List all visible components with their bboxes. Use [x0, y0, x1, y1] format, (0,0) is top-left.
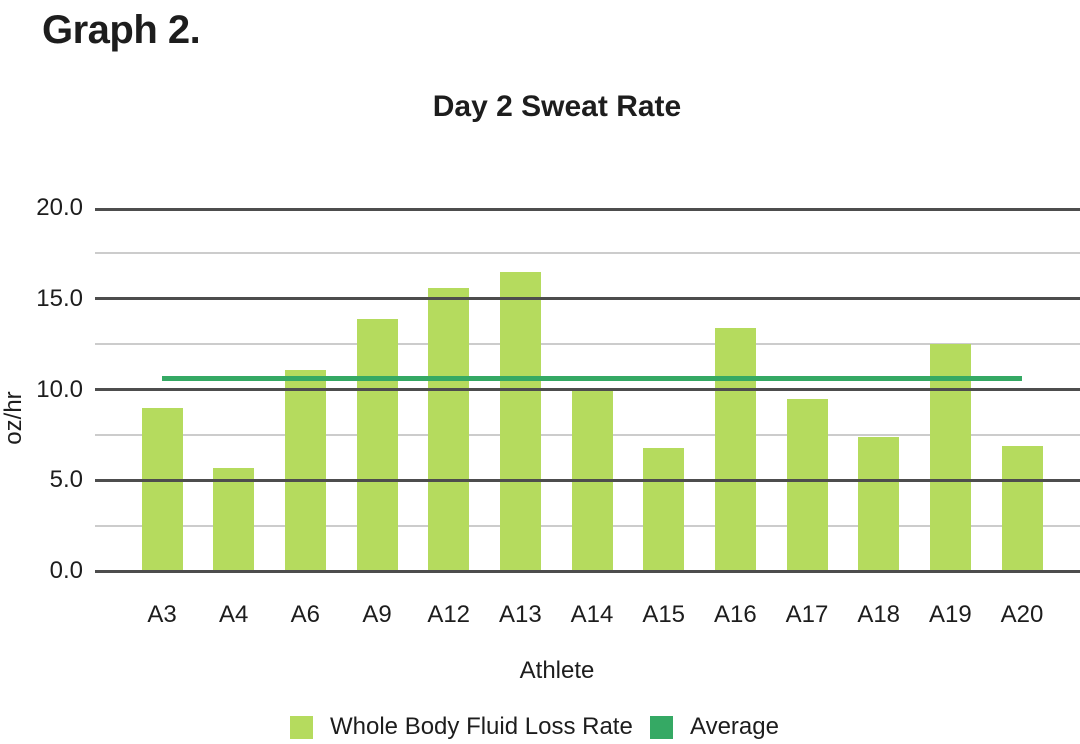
- minor-gridline: [95, 252, 1080, 255]
- bar-A19: [929, 344, 971, 571]
- major-gridline: [95, 208, 1080, 211]
- legend-item-fluid-loss: Whole Body Fluid Loss Rate: [290, 712, 633, 742]
- x-tick-label-A18: A18: [857, 601, 901, 628]
- bar-A4: [213, 467, 255, 571]
- bar-A16: [714, 327, 756, 571]
- average-swatch-icon: [650, 715, 673, 739]
- y-tick-label: 5.0: [49, 466, 83, 494]
- x-axis-title: Athlete: [519, 657, 595, 684]
- bar-A20: [1001, 445, 1043, 571]
- x-tick-label-A4: A4: [218, 601, 249, 628]
- bar-A17: [786, 398, 828, 571]
- bar-A6: [284, 369, 326, 571]
- y-tick-label: 10.0: [36, 375, 83, 403]
- legend-item-average: Average: [650, 712, 779, 742]
- x-tick-label-A15: A15: [642, 601, 686, 628]
- legend-label-fluid-loss: Whole Body Fluid Loss Rate: [330, 713, 633, 740]
- y-tick-label: 20.0: [36, 194, 83, 221]
- x-tick-label-A17: A17: [785, 601, 829, 628]
- x-tick-label-A6: A6: [290, 601, 320, 628]
- bar-A18: [858, 436, 900, 571]
- y-axis-title: oz/hr: [0, 391, 27, 445]
- x-tick-label-A9: A9: [362, 601, 392, 628]
- chart-title: Day 2 Sweat Rate: [432, 90, 682, 123]
- graph-heading: Graph 2.: [42, 8, 201, 52]
- x-tick-label-A19: A19: [929, 601, 972, 628]
- bar-A9: [356, 318, 398, 571]
- legend-label-average: Average: [690, 713, 779, 740]
- major-gridline: [95, 478, 1080, 482]
- bar-A15: [643, 447, 685, 571]
- minor-gridline: [95, 343, 1080, 346]
- x-tick-label-A3: A3: [147, 601, 177, 628]
- x-tick-label-A13: A13: [498, 601, 542, 628]
- bar-A12: [428, 287, 470, 571]
- x-tick-label-A14: A14: [570, 601, 614, 628]
- x-tick-label-A20: A20: [1000, 601, 1044, 628]
- plot-area: [95, 208, 1080, 573]
- major-gridline: [95, 297, 1080, 301]
- average-line: [162, 376, 1023, 382]
- y-tick-label: 15.0: [36, 284, 83, 312]
- major-gridline: [95, 388, 1080, 391]
- fluid-loss-swatch-icon: [290, 715, 313, 739]
- bar-A13: [499, 271, 541, 571]
- y-tick-label: 0.0: [49, 557, 83, 584]
- x-tick-label-A16: A16: [714, 601, 757, 628]
- bar-A3: [141, 407, 183, 571]
- major-gridline: [95, 569, 1080, 573]
- x-tick-label-A12: A12: [427, 601, 471, 628]
